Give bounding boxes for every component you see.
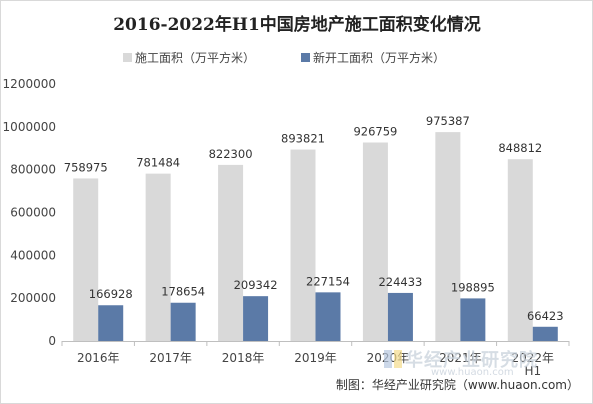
watermark-url: www.huaon.com xyxy=(431,367,514,378)
x-tick-label: 2022年 H1 xyxy=(512,351,555,378)
x-tick-label: 2016年 xyxy=(77,351,120,365)
y-tick-label: 1000000 xyxy=(3,120,56,134)
y-axis: 0 200000 400000 600000 800000 1000000 1200000 xyxy=(3,77,56,348)
legend-swatch-construction xyxy=(123,53,132,62)
source-note: 制图：华经产业研究院（www.huaon.com） xyxy=(336,377,579,392)
bars: 758975 166928 781484 178654 822300 209342 8938… xyxy=(64,114,564,341)
data-label-new-starts: 224433 xyxy=(378,275,422,289)
bar-new-starts-area xyxy=(170,302,196,341)
bar-construction-area xyxy=(290,149,316,341)
y-tick-label: 400000 xyxy=(10,248,56,262)
bar-new-starts-area xyxy=(460,298,486,341)
chart-title: 2016-2022年H1中国房地产施工面积变化情况 xyxy=(113,14,481,35)
data-label-new-starts: 66423 xyxy=(527,309,564,323)
bar-construction-area xyxy=(145,173,171,341)
x-tick-label: 2021年 xyxy=(439,351,482,365)
watermark-text: 华经产业研究院 xyxy=(405,350,538,371)
data-label-construction: 758975 xyxy=(64,160,108,174)
legend-label-construction: 施工面积（万平方米） xyxy=(135,50,255,65)
legend-label-new-starts: 新开工面积（万平方米） xyxy=(313,50,445,65)
bar-new-starts-area xyxy=(315,292,341,341)
y-tick-label: 0 xyxy=(48,334,56,348)
y-tick-label: 200000 xyxy=(10,291,56,305)
data-label-new-starts: 209342 xyxy=(234,278,278,292)
x-tick-label: 2019年 xyxy=(294,351,337,365)
y-tick-label: 1200000 xyxy=(3,77,56,91)
data-label-construction: 781484 xyxy=(136,156,180,170)
data-label-new-starts: 227154 xyxy=(306,274,350,288)
data-label-new-starts: 166928 xyxy=(89,287,133,301)
x-tick-label: 2017年 xyxy=(149,351,192,365)
watermark-logo-icon xyxy=(384,350,402,368)
y-tick-label: 600000 xyxy=(10,206,56,220)
bar-construction-area xyxy=(73,178,99,341)
y-tick-label: 800000 xyxy=(10,163,56,177)
bar-construction-area xyxy=(218,164,244,341)
data-label-construction: 893821 xyxy=(281,132,325,146)
legend: 施工面积（万平方米） 新开工面积（万平方米） xyxy=(123,50,445,65)
bar-new-starts-area xyxy=(532,326,558,341)
data-label-construction: 848812 xyxy=(498,141,542,155)
data-label-new-starts: 178654 xyxy=(161,285,205,299)
bar-new-starts-area xyxy=(243,296,269,341)
bar-construction-area xyxy=(507,159,533,341)
x-axis: 2016年2017年2018年2019年2020年2021年2022年H1 xyxy=(61,341,570,378)
bar-new-starts-area xyxy=(387,292,413,341)
data-label-construction: 926759 xyxy=(353,125,397,139)
bar-new-starts-area xyxy=(98,305,124,341)
bar-construction-area xyxy=(435,132,461,341)
bar-construction-area xyxy=(362,142,388,341)
data-label-construction: 975387 xyxy=(426,114,470,128)
legend-swatch-new-starts xyxy=(301,53,310,62)
x-tick-label: 2018年 xyxy=(222,351,265,365)
data-label-construction: 822300 xyxy=(209,147,253,161)
data-label-new-starts: 198895 xyxy=(451,280,495,294)
